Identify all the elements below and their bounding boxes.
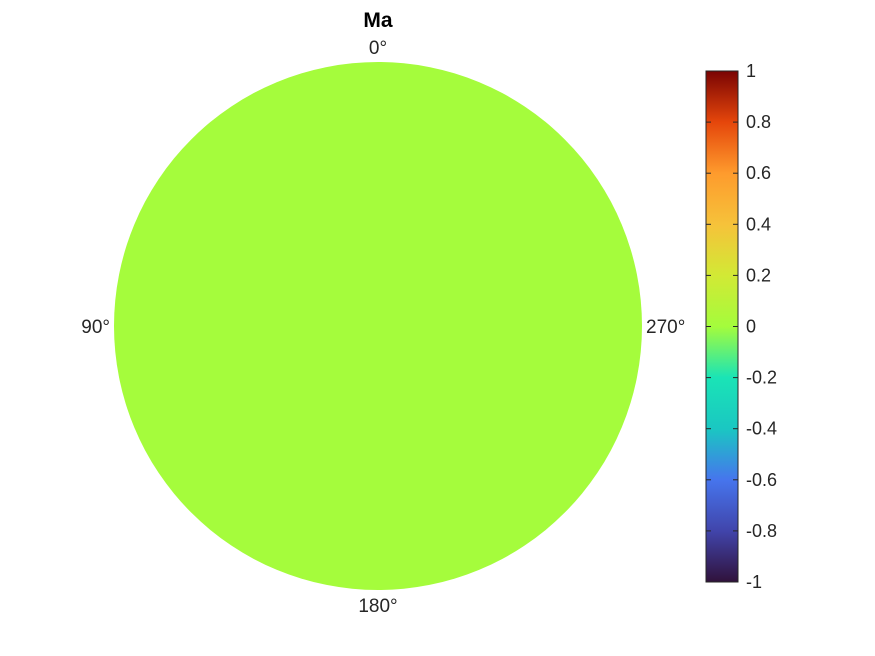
angle-label-180: 180° [358, 596, 397, 617]
angle-label-270: 270° [646, 317, 685, 338]
colorbar-tick-label: 1 [746, 61, 756, 81]
colorbar-tick-label: -0.6 [746, 470, 777, 490]
colorbar-ticks: 1 0.8 0.6 0.4 0.2 0 -0.2 -0.4 -0.6 -0.8 -1 [706, 61, 777, 592]
colorbar-bar [706, 71, 738, 582]
polar-field [114, 62, 642, 590]
colorbar: 1 0.8 0.6 0.4 0.2 0 -0.2 -0.4 -0.6 -0.8 -1 [705, 61, 777, 592]
chart-title: Ma [363, 9, 392, 32]
colorbar-tick-label: 0.4 [746, 214, 771, 234]
colorbar-tick-label: -1 [746, 572, 762, 592]
colorbar-tick-label: -0.8 [746, 521, 777, 541]
angle-label-0: 0° [369, 38, 387, 59]
angle-labels: 0° 90° 180° 270° [81, 38, 685, 617]
colorbar-tick-label: 0.8 [746, 112, 771, 132]
colorbar-tick-label: 0 [746, 317, 756, 337]
colorbar-tick-label: 0.2 [746, 265, 771, 285]
colorbar-tick-label: -0.2 [746, 368, 777, 388]
angle-label-90: 90° [81, 317, 110, 338]
colorbar-tick-label: -0.4 [746, 419, 777, 439]
colorbar-tick-label: 0.6 [746, 163, 771, 183]
